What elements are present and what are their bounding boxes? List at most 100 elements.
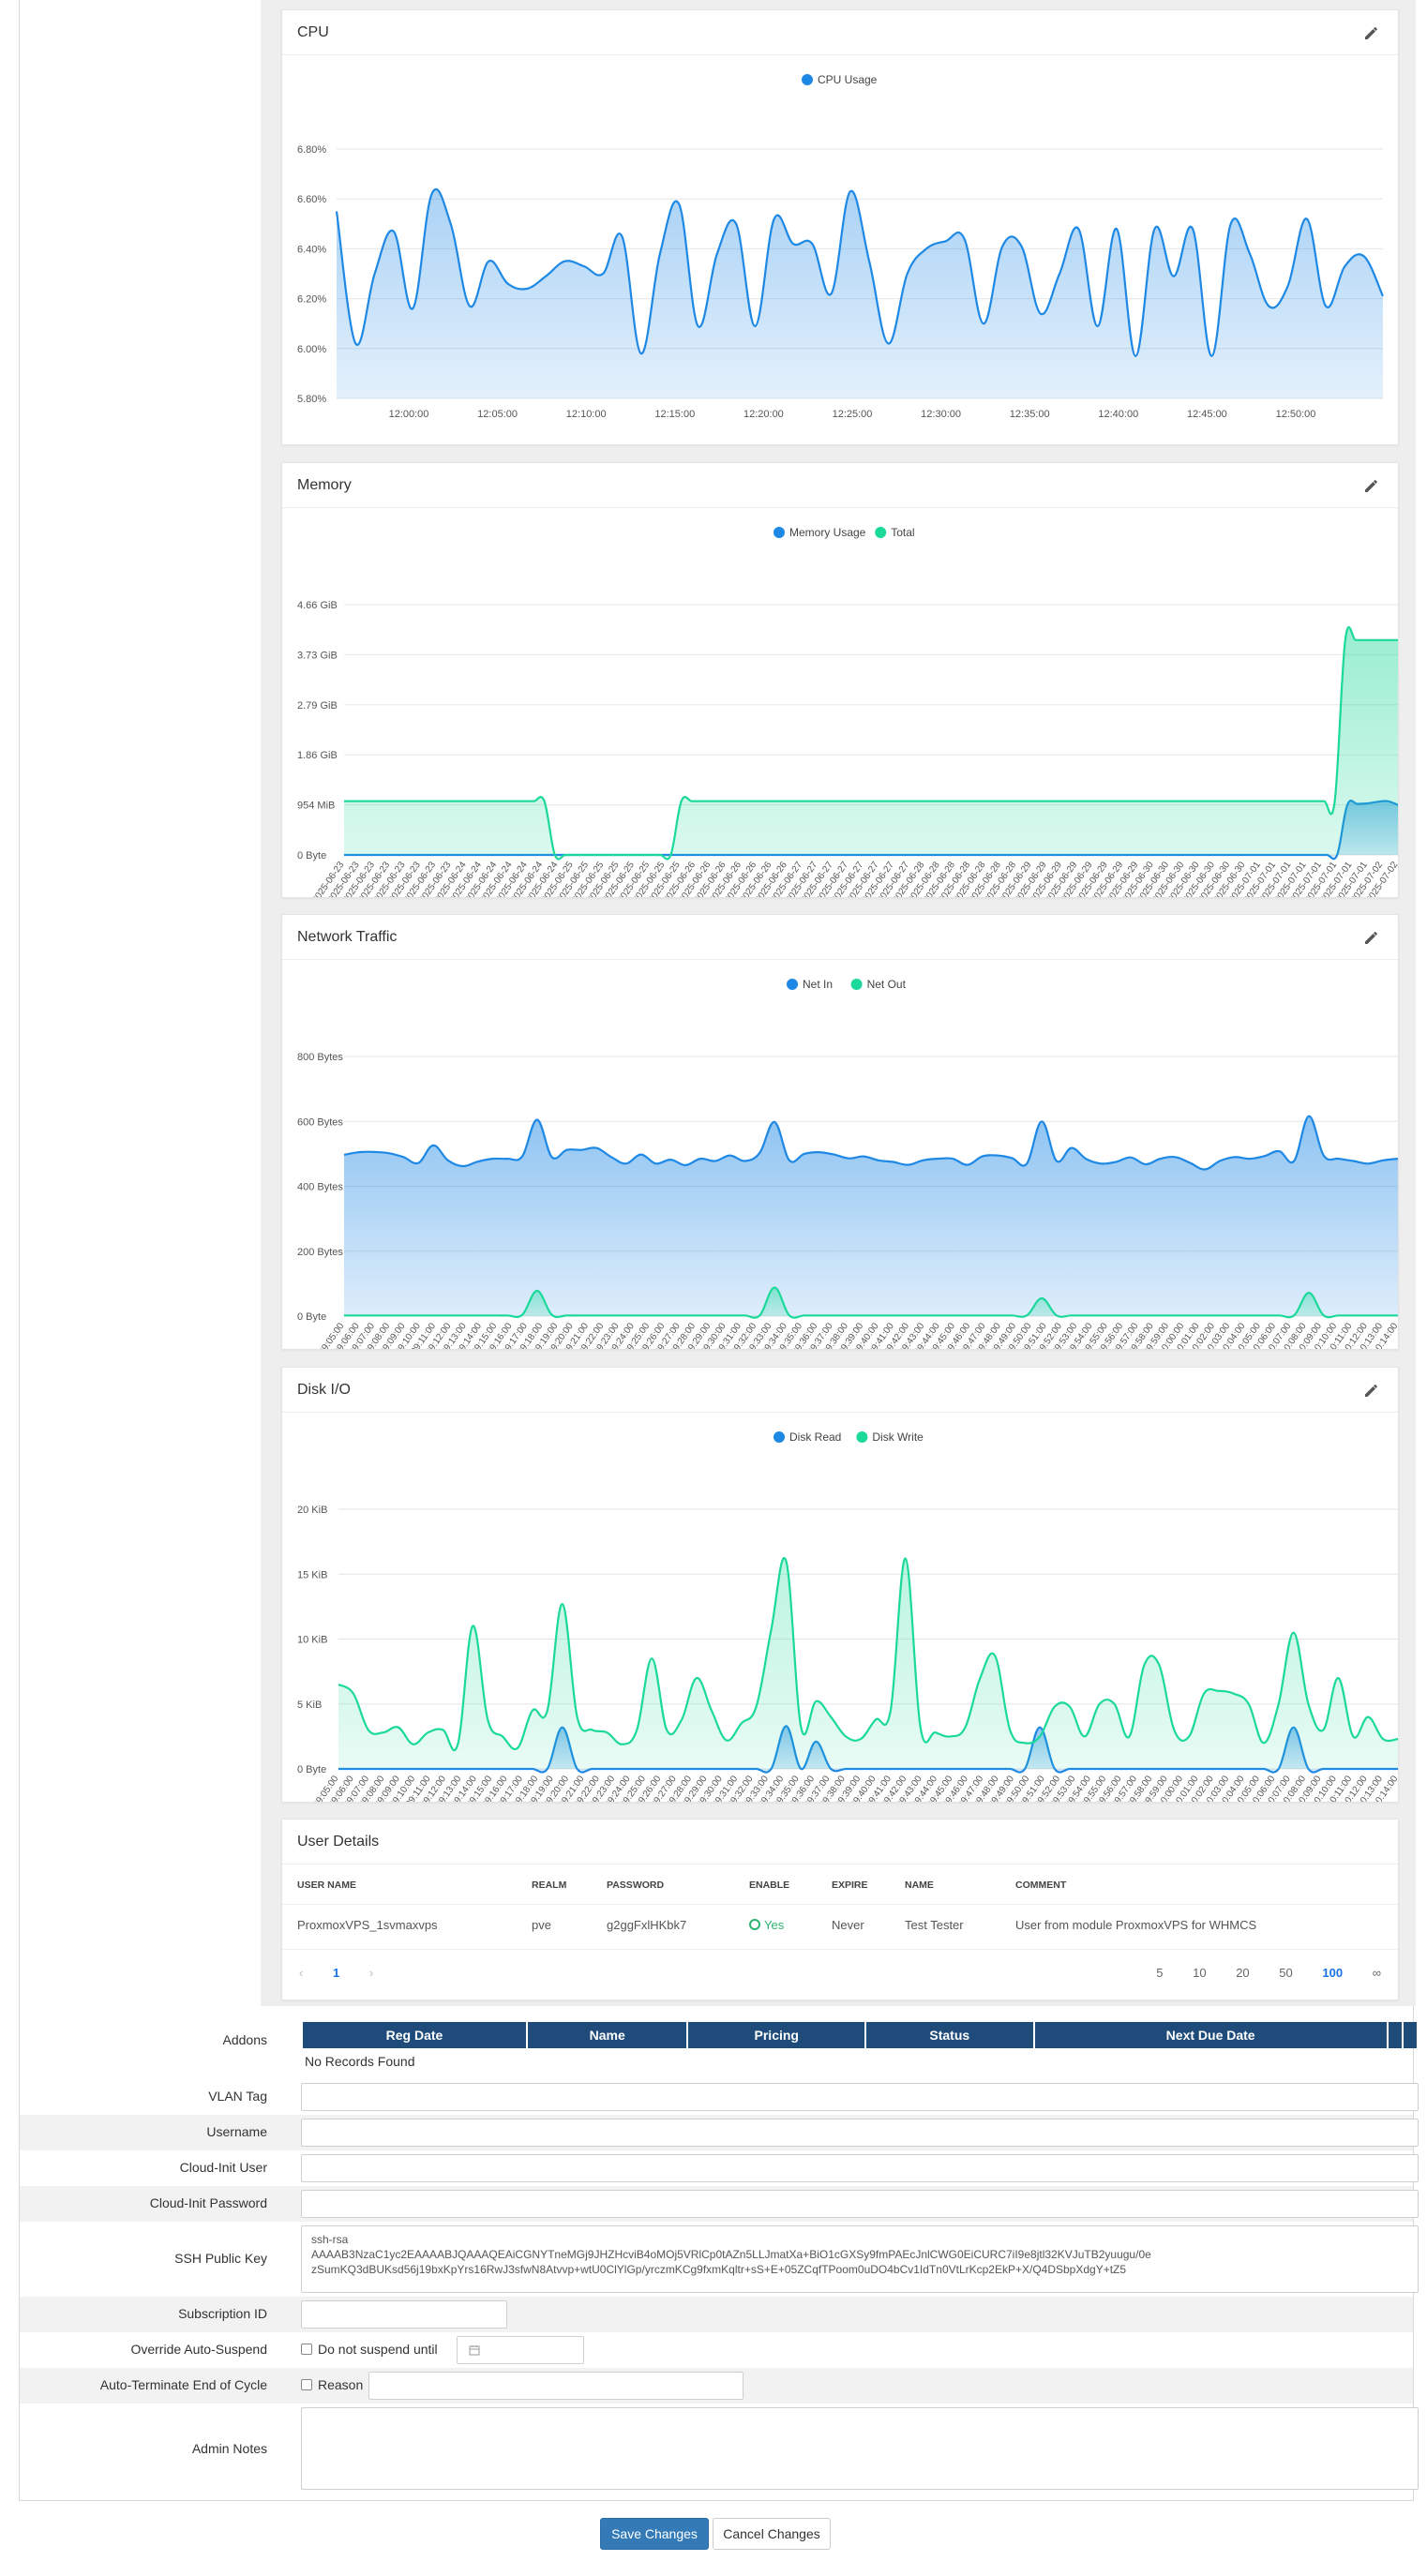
y-tick-label: 4.66 GiB <box>297 600 338 611</box>
network-chart: Net In Net Out 0 Byte 200 Bytes 400 Bytes 600… <box>297 978 1398 1349</box>
do-not-suspend-checkbox[interactable] <box>301 2344 312 2355</box>
user-details-table: USER NAME REALM PASSWORD ENABLE EXPIRE N… <box>282 1865 1398 1949</box>
pencil-icon[interactable] <box>1360 22 1383 44</box>
column-header[interactable]: Status <box>866 2022 1033 2048</box>
no-records-message: No Records Found <box>305 2054 415 2069</box>
x-tick-label: 12:35:00 <box>1010 409 1050 420</box>
legend-label: Net In <box>803 978 833 991</box>
suspend-date-input[interactable] <box>457 2336 584 2364</box>
cpu-card-title: CPU <box>297 23 329 40</box>
series-line <box>344 1286 1398 1319</box>
column-header[interactable]: EXPIRE <box>832 1880 868 1891</box>
page-size-option[interactable]: 10 <box>1193 1966 1207 1980</box>
auto-terminate-checkbox[interactable] <box>301 2379 312 2390</box>
disk-card-title: Disk I/O <box>297 1381 351 1398</box>
vlan-tag-row: VLAN Tag <box>20 2079 1419 2115</box>
x-tick-label: 12:15:00 <box>654 409 695 420</box>
save-changes-button[interactable]: Save Changes <box>600 2518 709 2550</box>
column-header[interactable] <box>1388 2022 1402 2048</box>
column-header[interactable]: REALM <box>532 1880 567 1891</box>
y-tick-label: 6.00% <box>297 344 326 355</box>
page-size-option[interactable]: 50 <box>1279 1966 1293 1980</box>
reason-input[interactable] <box>368 2372 744 2400</box>
y-tick-label: 954 MiB <box>297 801 335 812</box>
admin-notes-label: Admin Notes <box>191 2441 267 2456</box>
y-tick-label: 800 Bytes <box>297 1052 343 1063</box>
column-header[interactable]: Name <box>528 2022 687 2048</box>
legend-marker <box>787 979 798 990</box>
column-header[interactable]: NAME <box>905 1880 934 1891</box>
legend-marker <box>850 979 863 990</box>
chevron-right-icon[interactable]: › <box>368 1966 374 1980</box>
legend-marker <box>856 1431 868 1443</box>
page-size-option[interactable]: 5 <box>1156 1966 1164 1980</box>
cloud-init-user-input[interactable] <box>301 2154 1419 2182</box>
enable-status: Yes <box>749 1918 784 1932</box>
y-tick-label: 6.80% <box>297 144 326 156</box>
password-cell: g2ggFxlHKbk7 <box>592 1904 734 1949</box>
page-number[interactable]: 1 <box>332 1966 340 1980</box>
cloud-init-password-input[interactable] <box>301 2190 1419 2218</box>
username-label: Username <box>206 2124 267 2139</box>
user-details-header: User Details <box>282 1820 1398 1865</box>
column-header[interactable]: PASSWORD <box>607 1880 665 1891</box>
y-tick-label: 6.40% <box>297 244 326 255</box>
memory-card-header: Memory <box>282 463 1398 508</box>
legend-marker <box>875 527 887 538</box>
vlan-tag-input[interactable] <box>301 2083 1419 2111</box>
legend-marker <box>774 527 785 538</box>
disk-card: Disk I/O Disk Read Disk Write 0 Byte 5 KiB 1… <box>281 1367 1399 1803</box>
page-size-option-active[interactable]: 100 <box>1322 1966 1344 1980</box>
override-suspend-label: Override Auto-Suspend <box>130 2342 267 2357</box>
y-tick-label: 10 KiB <box>297 1635 327 1646</box>
y-tick-label: 0 Byte <box>297 850 326 861</box>
cloud-init-user-label: Cloud-Init User <box>179 2160 267 2175</box>
column-header[interactable]: Pricing <box>688 2022 865 2048</box>
legend-marker <box>774 1431 785 1443</box>
chevron-left-icon[interactable]: ‹ <box>299 1966 304 1980</box>
table-row[interactable]: ProxmoxVPS_1svmaxvps pve g2ggFxlHKbk7 Ye… <box>282 1904 1398 1949</box>
ssh-key-textarea[interactable]: ssh-rsa AAAAB3NzaC1yc2EAAAABJQAAAQEAiCGN… <box>301 2225 1419 2293</box>
column-header[interactable]: Next Due Date <box>1034 2022 1387 2048</box>
admin-notes-textarea[interactable] <box>301 2407 1419 2490</box>
column-header[interactable]: Reg Date <box>303 2022 527 2048</box>
pencil-icon[interactable] <box>1360 1379 1383 1401</box>
y-tick-label: 5.80% <box>297 394 326 405</box>
status-circle-icon <box>749 1919 760 1930</box>
column-header[interactable]: USER NAME <box>297 1880 357 1891</box>
addons-table: Reg Date Name Pricing Status Next Due Da… <box>301 2022 1419 2074</box>
page-size-option[interactable]: ∞ <box>1372 1966 1381 1980</box>
cpu-card-header: CPU <box>282 10 1398 55</box>
x-tick-label: 12:50:00 <box>1276 409 1316 420</box>
column-header[interactable]: COMMENT <box>1015 1880 1067 1891</box>
y-tick-label: 20 KiB <box>297 1505 327 1516</box>
cloud-init-user-row: Cloud-Init User <box>20 2150 1419 2186</box>
y-tick-label: 400 Bytes <box>297 1182 343 1193</box>
y-tick-label: 3.73 GiB <box>297 650 338 661</box>
auto-terminate-row: Auto-Terminate End of Cycle Reason <box>20 2368 1413 2404</box>
legend-label: Memory Usage <box>789 526 866 539</box>
column-header[interactable] <box>1403 2022 1417 2048</box>
column-header[interactable]: ENABLE <box>749 1880 790 1891</box>
do-not-suspend-label: Do not suspend until <box>318 2342 438 2357</box>
admin-notes-row: Admin Notes <box>20 2404 1419 2494</box>
y-tick-label: 600 Bytes <box>297 1116 343 1128</box>
cancel-changes-button[interactable]: Cancel Changes <box>713 2518 831 2550</box>
legend-label: Disk Write <box>872 1430 924 1444</box>
page-size-selector: 5 10 20 50 100 ∞ <box>1156 1966 1381 1980</box>
series-area <box>338 1558 1398 1769</box>
network-card-title: Network Traffic <box>297 928 398 945</box>
y-tick-label: 1.86 GiB <box>297 750 338 761</box>
x-tick-label: 12:25:00 <box>833 409 873 420</box>
user-details-title: User Details <box>297 1833 380 1850</box>
pencil-icon[interactable] <box>1360 474 1383 497</box>
x-tick-label: 12:40:00 <box>1098 409 1138 420</box>
network-card-header: Network Traffic <box>282 915 1398 960</box>
reason-group: Reason <box>301 2377 363 2394</box>
calendar-icon <box>469 2345 480 2356</box>
series-line <box>343 1115 1398 1171</box>
subscription-id-input[interactable] <box>301 2300 507 2329</box>
username-input[interactable] <box>301 2119 1419 2147</box>
pencil-icon[interactable] <box>1360 926 1383 949</box>
page-size-option[interactable]: 20 <box>1236 1966 1250 1980</box>
